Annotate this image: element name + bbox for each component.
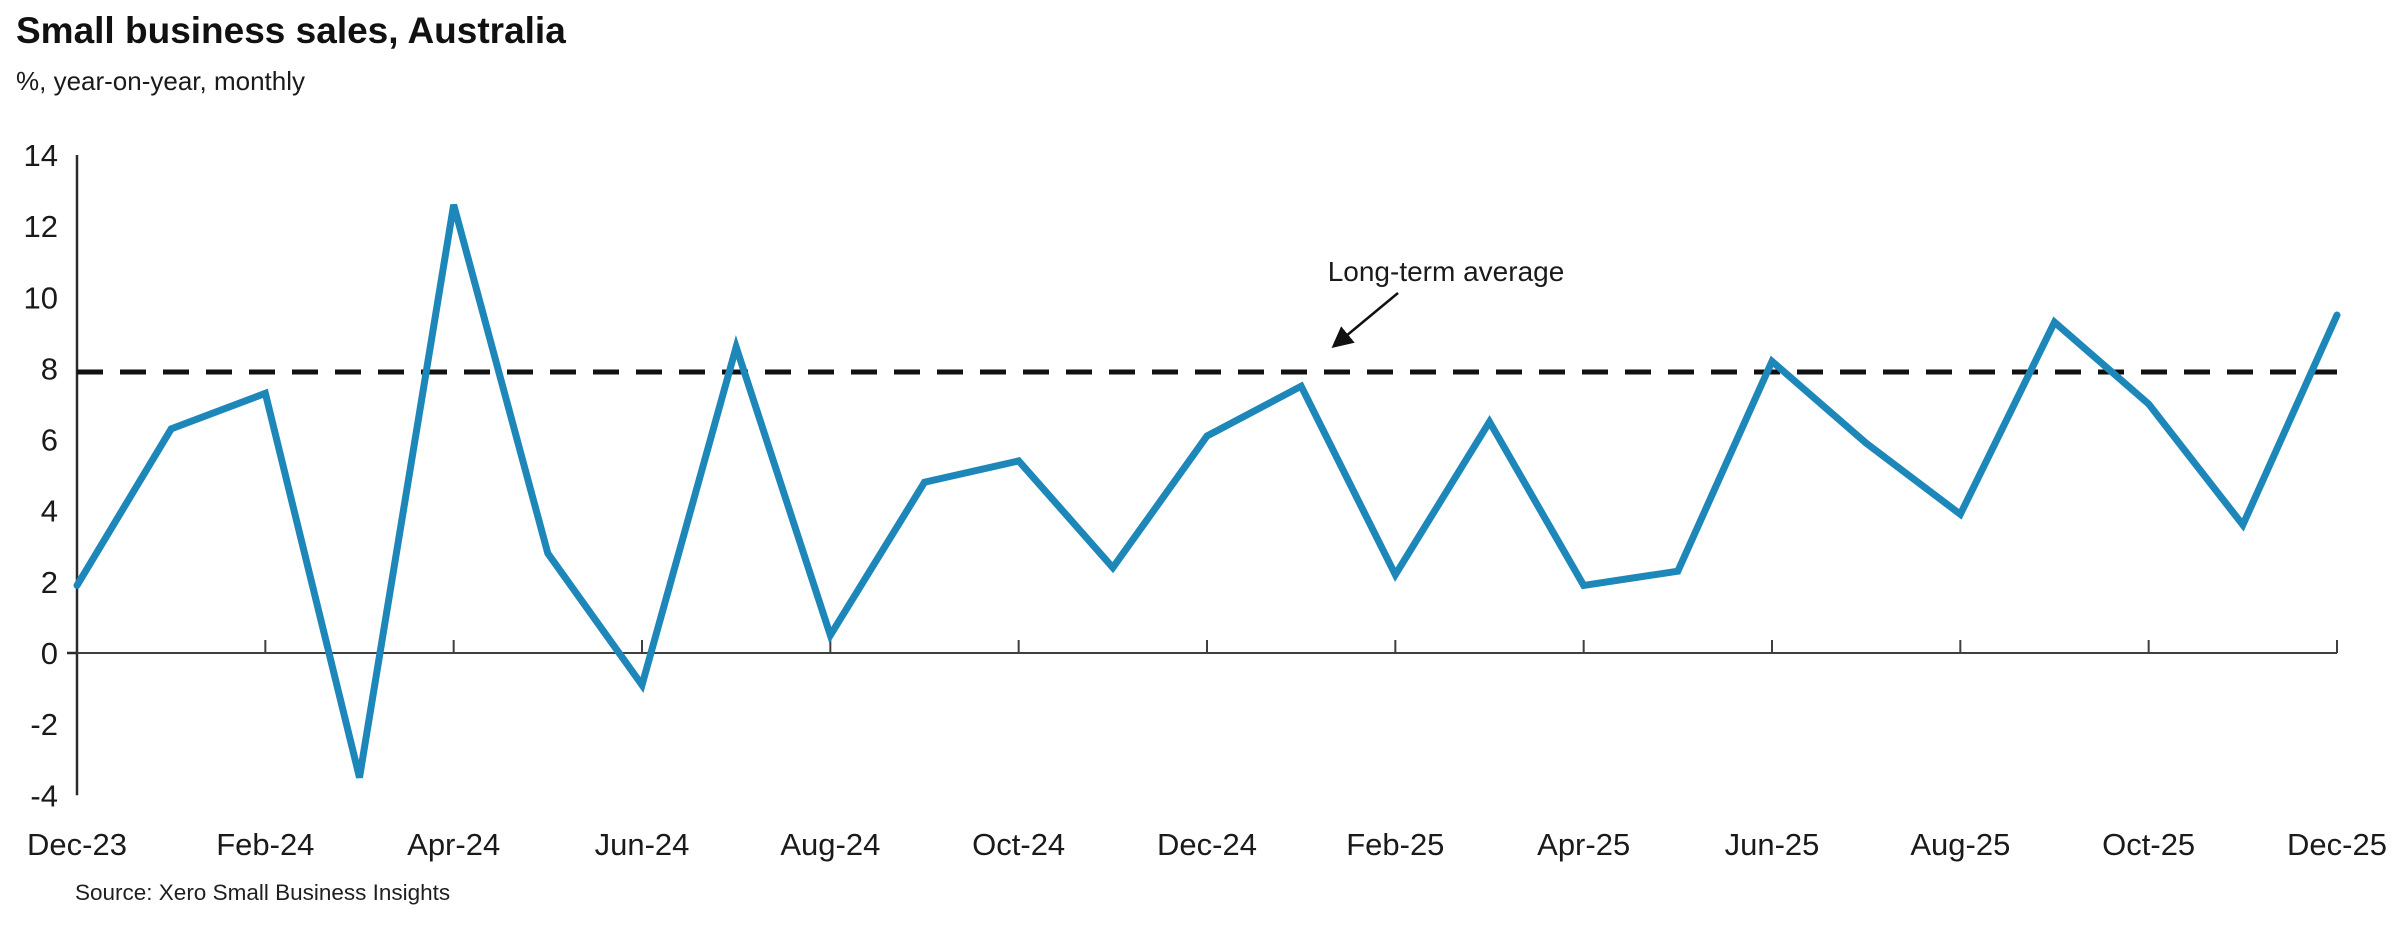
x-axis-label: Apr-25: [1537, 827, 1630, 862]
y-axis-label: 12: [24, 209, 58, 244]
chart-subtitle: %, year-on-year, monthly: [16, 66, 306, 96]
annotation-arrow: [1331, 292, 1399, 349]
y-axis-label: 6: [41, 423, 58, 458]
source-note: Source: Xero Small Business Insights: [75, 880, 451, 905]
chart-title: Small business sales, Australia: [16, 10, 566, 51]
x-axis-label: Feb-25: [1346, 827, 1444, 862]
x-axis-label: Dec-23: [27, 827, 127, 862]
x-axis-label: Apr-24: [407, 827, 500, 862]
y-axis-label: 4: [41, 494, 58, 529]
y-axis-label: 14: [24, 138, 58, 173]
x-axis-label: Aug-24: [780, 827, 880, 862]
x-axis-label: Jun-24: [595, 827, 690, 862]
x-axis-label: Dec-24: [1157, 827, 1257, 862]
y-axis-label: 2: [41, 565, 58, 600]
y-axis-label: 0: [41, 636, 58, 671]
x-axis-label: Oct-24: [972, 827, 1065, 862]
x-axis-label: Oct-25: [2102, 827, 2195, 862]
x-axis-label: Aug-25: [1910, 827, 2010, 862]
x-axis-label: Dec-25: [2287, 827, 2387, 862]
sales-line: [73, 203, 2341, 779]
y-axis-label: 8: [41, 351, 58, 386]
y-axis-label: 10: [24, 280, 58, 315]
y-axis-label: -2: [30, 707, 58, 742]
y-axis-label: -4: [30, 778, 58, 813]
x-axis-label: Feb-24: [216, 827, 314, 862]
average-annotation: Long-term average: [1328, 256, 1565, 349]
x-axis-label: Jun-25: [1725, 827, 1820, 862]
annotation-label: Long-term average: [1328, 256, 1565, 287]
plot-layer: 14 12 10 8 6 4 2 0 -2 -4 Dec-23 Feb-24 Apr-24 Jun-24 A…: [24, 138, 2387, 862]
